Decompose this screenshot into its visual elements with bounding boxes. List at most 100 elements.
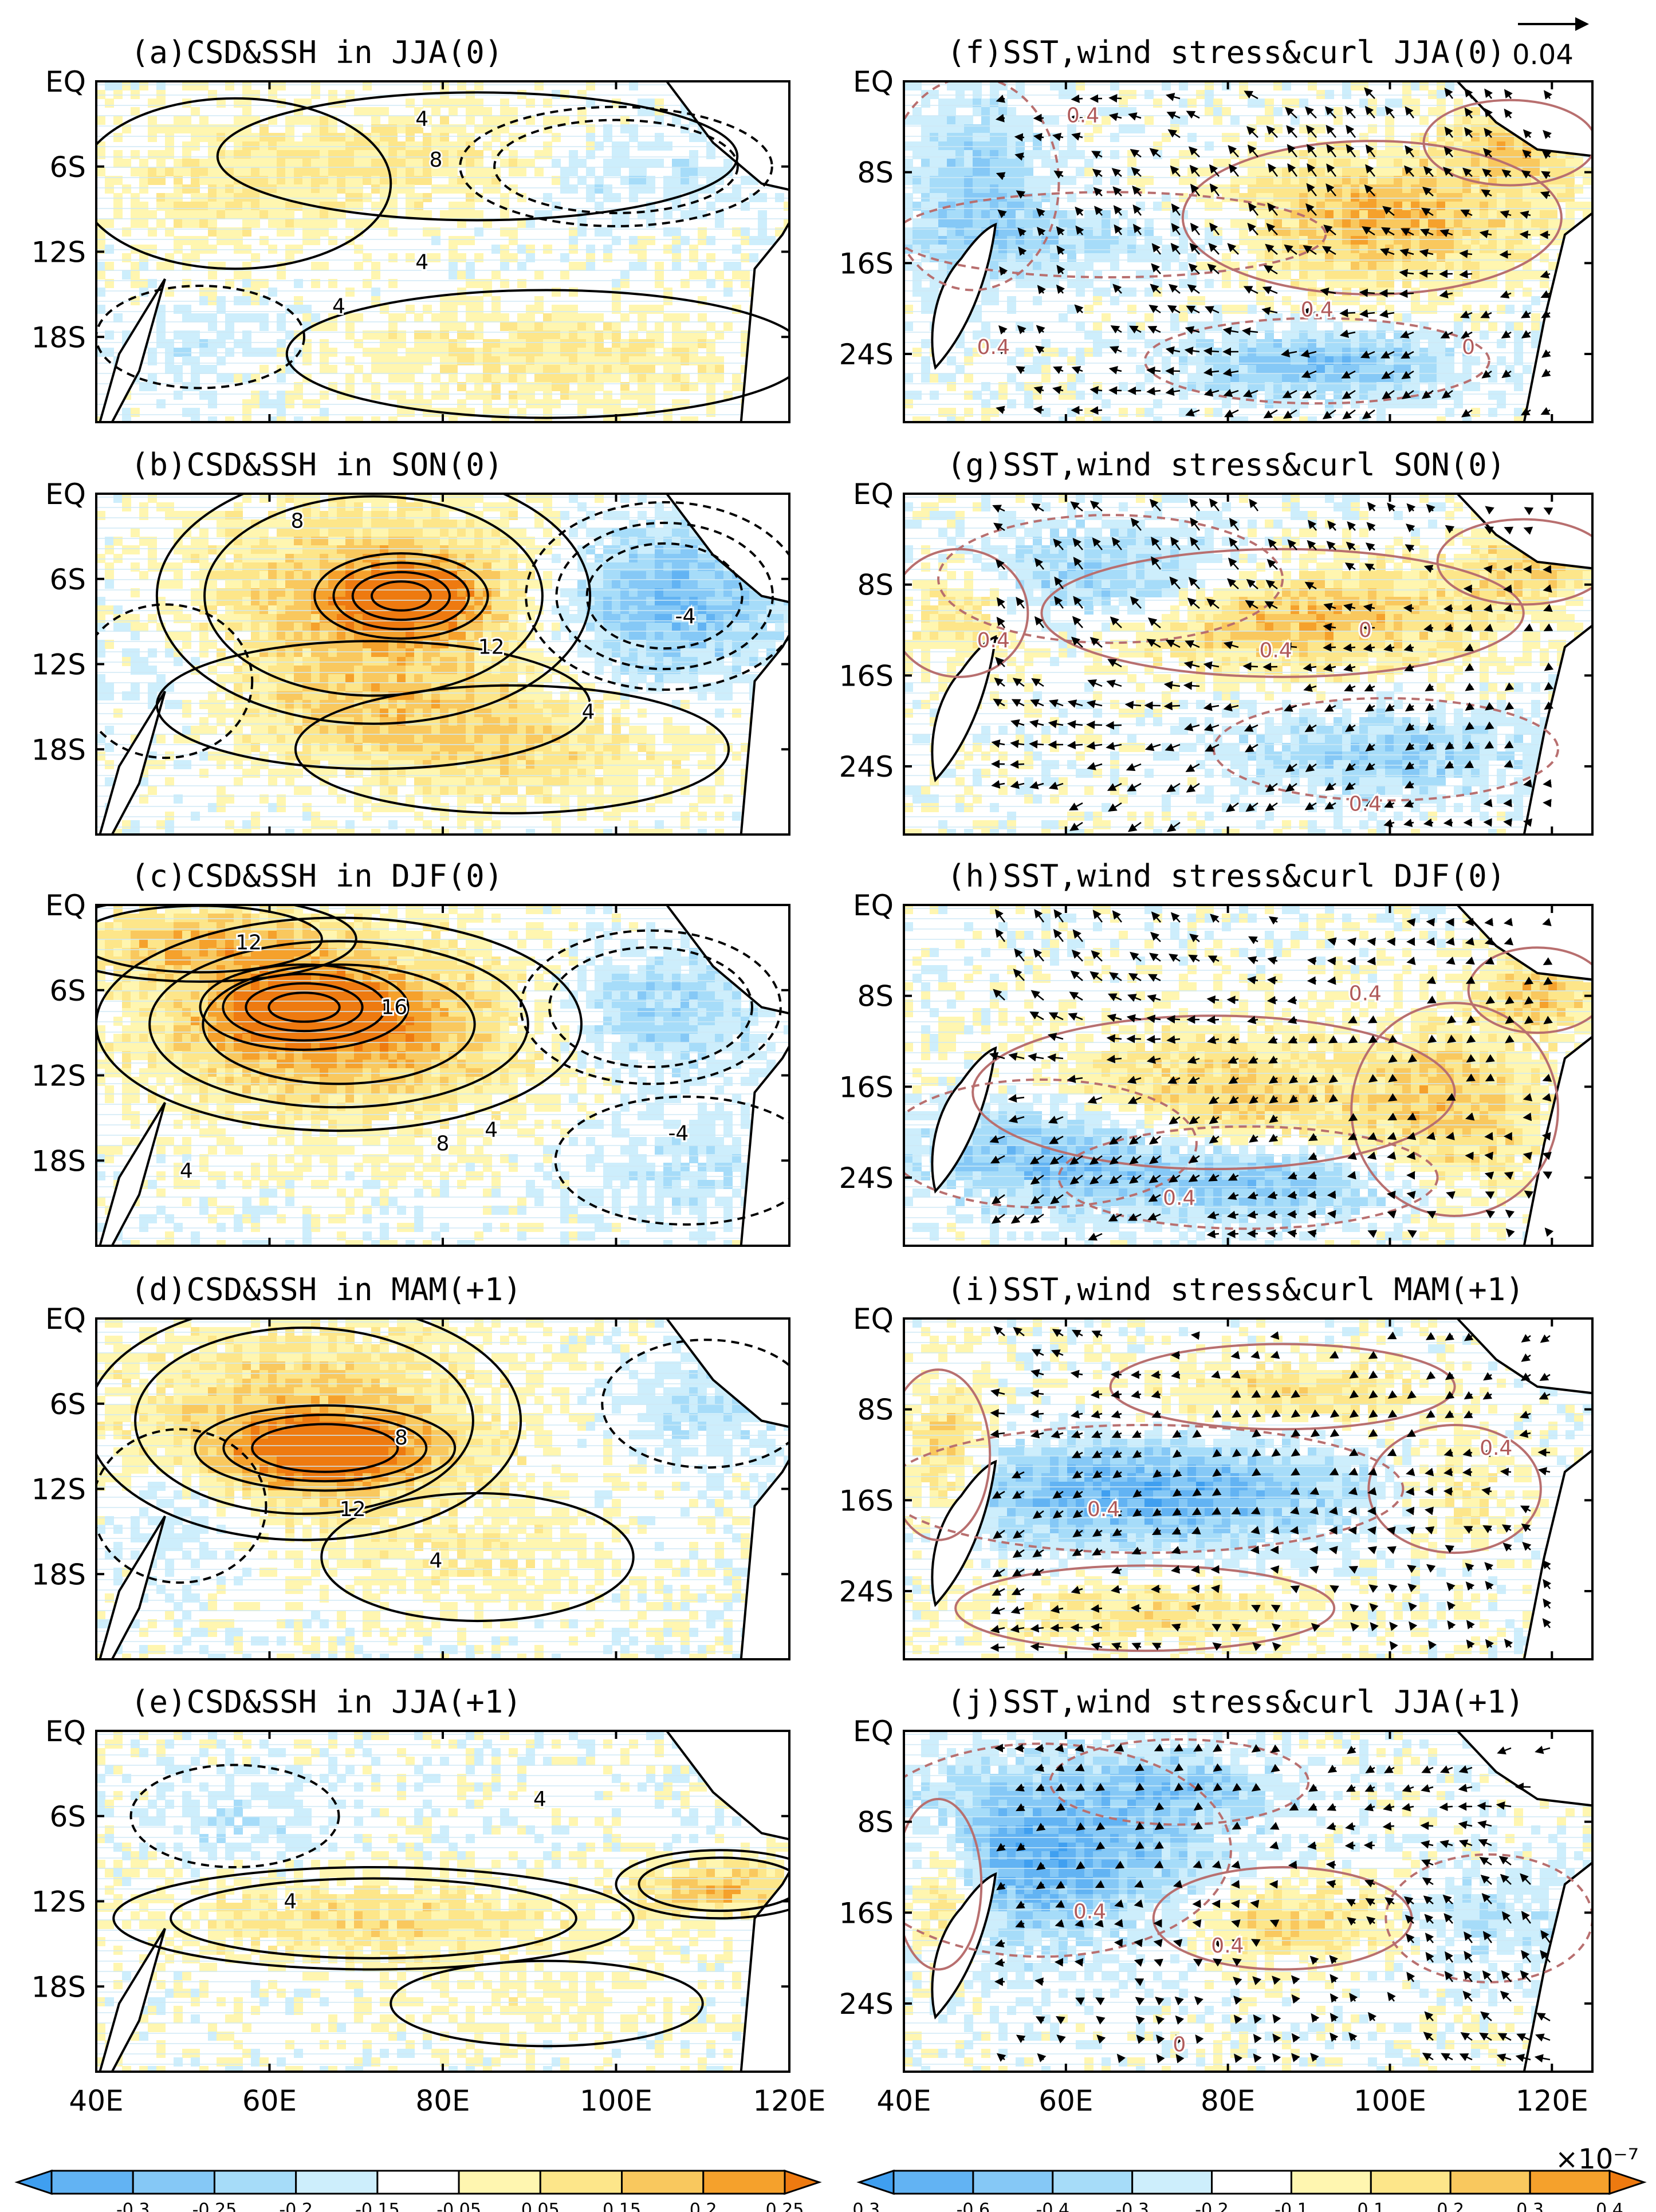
shading-cell — [380, 751, 389, 761]
shading-cell — [182, 631, 191, 640]
shading-cell — [560, 769, 569, 778]
shading-cell — [302, 399, 312, 408]
shading-cell — [741, 605, 750, 615]
shading-cell — [646, 982, 655, 991]
shading-cell — [655, 1025, 664, 1034]
shading-cell — [285, 614, 294, 623]
shading-cell — [552, 769, 561, 778]
shading-cell — [156, 159, 166, 168]
shading-cell — [681, 812, 690, 821]
shading-cell — [715, 709, 724, 718]
shading-cell — [302, 631, 312, 640]
shading-cell — [681, 348, 690, 357]
shading-cell — [234, 914, 243, 923]
shading-cell — [681, 184, 690, 194]
shading-cell — [672, 373, 681, 383]
shading-cell — [371, 931, 380, 940]
shading-cell — [715, 1025, 724, 1034]
shading-cell — [569, 700, 578, 709]
shading-cell — [259, 554, 269, 563]
shading-cell — [363, 726, 372, 735]
shading-cell — [595, 666, 604, 675]
shading-cell — [208, 399, 217, 408]
shading-cell — [534, 734, 544, 743]
shading-cell — [491, 614, 501, 623]
shading-cell — [595, 494, 604, 503]
shading-cell — [509, 554, 518, 563]
shading-cell — [706, 760, 715, 769]
shading-cell — [723, 288, 733, 297]
shading-cell — [268, 726, 277, 735]
shading-cell — [595, 330, 604, 340]
shading-cell — [517, 262, 526, 271]
y-tick-label: EQ — [45, 478, 86, 511]
shading-cell — [672, 657, 681, 666]
shading-cell — [285, 253, 294, 262]
shading-cell — [440, 184, 449, 194]
shading-cell — [655, 580, 664, 589]
shading-cell — [629, 124, 638, 133]
shading-cell — [723, 391, 733, 400]
contour-label: -4 — [675, 605, 696, 628]
shading-cell — [638, 726, 647, 735]
shading-cell — [612, 365, 621, 374]
shading-cell — [552, 605, 561, 615]
shading-cell — [302, 193, 312, 202]
shading-cell — [552, 700, 561, 709]
shading-cell — [277, 184, 286, 194]
shading-cell — [517, 939, 526, 948]
shading-cell — [371, 922, 380, 931]
shading-cell — [337, 554, 346, 563]
shading-cell — [474, 382, 483, 391]
shading-cell — [474, 974, 483, 983]
shading-cell — [320, 141, 329, 151]
shading-cell — [663, 734, 672, 743]
shading-cell — [199, 631, 209, 640]
shading-cell — [388, 348, 398, 357]
shading-cell — [500, 965, 509, 974]
shading-cell — [457, 734, 466, 743]
shading-cell — [423, 939, 432, 948]
shading-cell — [698, 605, 707, 615]
shading-cell — [234, 1042, 243, 1052]
shading-cell — [320, 700, 329, 709]
shading-cell — [569, 339, 578, 348]
shading-cell — [148, 245, 157, 254]
shading-cell — [388, 330, 398, 340]
shading-cell — [629, 339, 638, 348]
shading-cell — [182, 1008, 191, 1017]
shading-cell — [620, 588, 630, 597]
shading-cell — [259, 726, 269, 735]
shading-cell — [672, 666, 681, 675]
shading-cell — [491, 597, 501, 606]
shading-cell — [234, 605, 243, 615]
shading-cell — [208, 709, 217, 718]
shading-cell — [612, 1017, 621, 1026]
shading-cell — [251, 726, 260, 735]
shading-cell — [681, 700, 690, 709]
shading-cell — [363, 193, 372, 202]
shading-cell — [174, 124, 183, 133]
shading-cell — [406, 623, 415, 632]
shading-cell — [302, 674, 312, 683]
shading-cell — [655, 820, 664, 829]
shading-cell — [586, 245, 595, 254]
shading-cell — [526, 1042, 535, 1052]
shading-cell — [517, 588, 526, 597]
shading-cell — [251, 820, 260, 829]
shading-cell — [560, 391, 569, 400]
shading-cell — [242, 537, 251, 546]
shading-cell — [345, 511, 355, 520]
shading-cell — [509, 786, 518, 795]
shading-cell — [388, 709, 398, 718]
shading-cell — [698, 571, 707, 580]
shading-cell — [655, 141, 664, 151]
shading-cell — [517, 356, 526, 365]
shading-cell — [440, 648, 449, 658]
shading-cell — [723, 982, 733, 991]
shading-cell — [234, 777, 243, 786]
shading-cell — [620, 605, 630, 615]
shading-cell — [259, 365, 269, 374]
shading-cell — [620, 494, 630, 503]
shading-cell — [698, 1017, 707, 1026]
